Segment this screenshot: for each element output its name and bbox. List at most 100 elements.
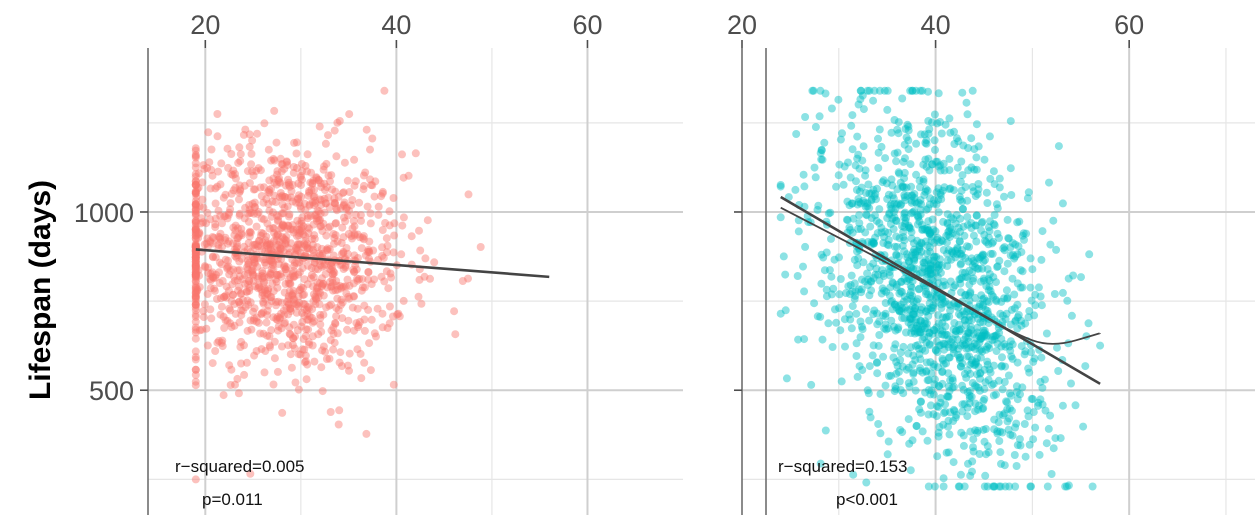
scatter-point (900, 183, 908, 192)
scatter-point (926, 265, 935, 274)
scatter-point (245, 179, 254, 188)
scatter-point (906, 343, 915, 352)
scatter-point (920, 191, 929, 199)
scatter-point (292, 138, 301, 147)
scatter-point (813, 205, 822, 214)
scatter-point (936, 341, 945, 350)
scatter-point (915, 366, 924, 375)
scatter-point (943, 262, 952, 270)
scatter-point (881, 312, 890, 321)
scatter-point (278, 200, 287, 209)
scatter-point (260, 277, 269, 286)
scatter-point (279, 209, 288, 218)
scatter-point (217, 260, 226, 269)
scatter-point (273, 230, 282, 239)
scatter-point (275, 174, 284, 183)
scatter-point (367, 280, 376, 289)
scatter-point (910, 307, 919, 316)
scatter-point (272, 138, 281, 147)
scatter-point (894, 129, 903, 138)
scatter-point (794, 227, 803, 236)
scatter-point (869, 96, 878, 105)
scatter-point (352, 265, 361, 274)
scatter-point (280, 222, 289, 231)
scatter-point (879, 239, 888, 247)
scatter-point (994, 376, 1003, 385)
scatter-point (922, 338, 931, 347)
scatter-point (350, 181, 359, 190)
scatter-point (863, 202, 872, 211)
scatter-point (946, 184, 955, 193)
scatter-point (211, 214, 220, 223)
scatter-point (976, 369, 984, 378)
scatter-point (191, 289, 200, 298)
scatter-point (949, 345, 958, 354)
scatter-point (1029, 408, 1038, 417)
scatter-point (321, 347, 330, 356)
scatter-point (236, 185, 245, 194)
scatter-point (191, 177, 200, 186)
scatter-point (285, 212, 293, 221)
scatter-point (301, 241, 310, 250)
scatter-point (300, 199, 309, 208)
scatter-point (191, 260, 200, 269)
scatter-point (915, 344, 923, 353)
scatter-point (257, 214, 266, 223)
scatter-point (292, 245, 301, 254)
scatter-point (896, 356, 905, 364)
scatter-point (263, 331, 272, 340)
scatter-point (293, 301, 301, 310)
scatter-point (191, 180, 200, 189)
scatter-point (915, 350, 924, 359)
scatter-point (918, 335, 927, 344)
scatter-point (939, 299, 948, 307)
scatter-point (297, 322, 306, 331)
scatter-point (275, 237, 284, 246)
scatter-point (985, 270, 994, 279)
scatter-point (958, 205, 967, 213)
scatter-point (361, 251, 370, 260)
scatter-point (217, 302, 226, 311)
scatter-point (293, 232, 301, 241)
scatter-point (273, 243, 282, 252)
scatter-point (853, 247, 861, 256)
scatter-point (313, 284, 321, 293)
scatter-point (906, 86, 915, 95)
scatter-point (325, 203, 334, 212)
scatter-point (191, 277, 200, 286)
scatter-point (280, 235, 289, 244)
scatter-point (908, 86, 917, 95)
scatter-point (262, 241, 271, 250)
scatter-point (374, 210, 383, 219)
scatter-point (319, 279, 328, 288)
scatter-point (879, 272, 888, 281)
scatter-point (235, 181, 244, 190)
scatter-point (943, 331, 952, 339)
scatter-point (235, 272, 244, 281)
scatter-point (261, 294, 270, 303)
scatter-point (831, 305, 839, 314)
scatter-point (280, 311, 289, 319)
scatter-point (960, 335, 968, 344)
scatter-point (925, 229, 934, 238)
scatter-point (309, 193, 318, 202)
scatter-point (925, 299, 934, 308)
scatter-point (845, 290, 854, 298)
scatter-point (267, 270, 276, 279)
scatter-point (310, 192, 319, 201)
scatter-point (982, 332, 991, 341)
scatter-point (917, 303, 926, 312)
scatter-point (303, 280, 312, 289)
scatter-point (309, 282, 317, 291)
scatter-point (999, 411, 1007, 420)
scatter-point (980, 155, 989, 164)
scatter-point (237, 289, 246, 298)
scatter-point (258, 291, 267, 300)
scatter-point (953, 335, 962, 344)
scatter-point (315, 300, 324, 309)
left-panel-lines (195, 248, 550, 279)
scatter-point (224, 256, 232, 265)
scatter-point (996, 309, 1005, 318)
scatter-point (926, 194, 935, 203)
scatter-point (907, 251, 916, 260)
